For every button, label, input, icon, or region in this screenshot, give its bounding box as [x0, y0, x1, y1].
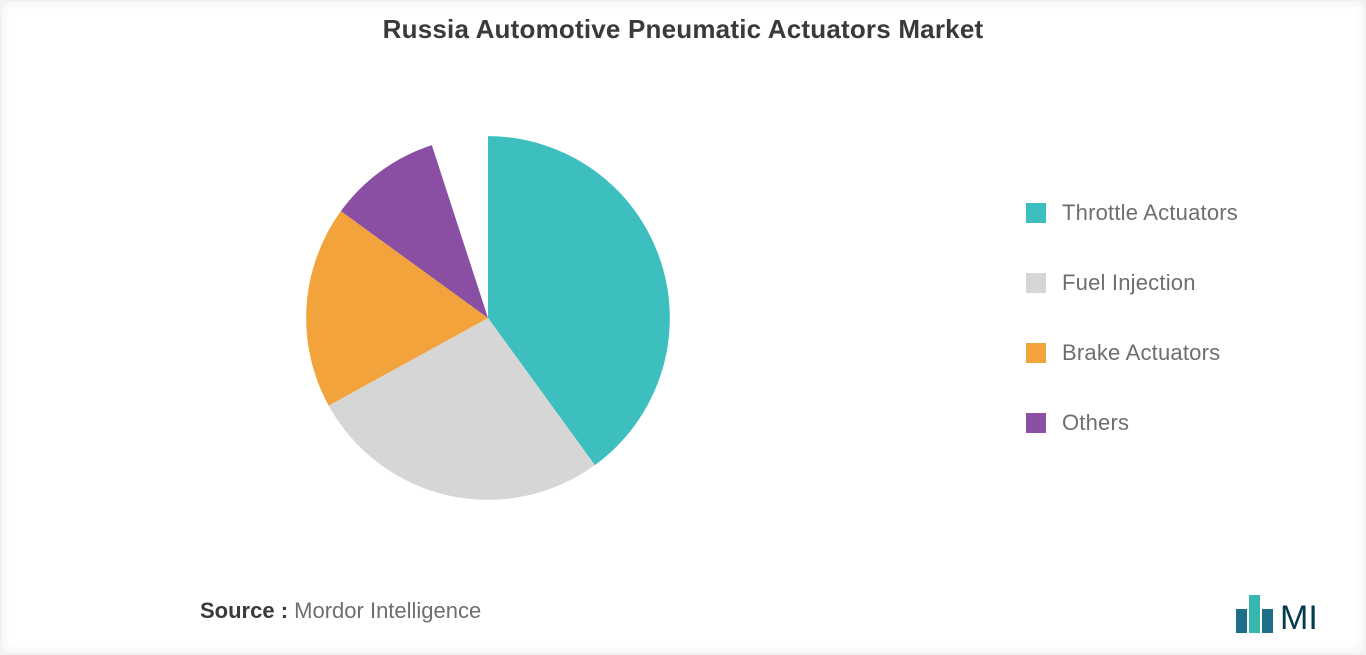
source-attribution: Source : Mordor Intelligence	[200, 598, 481, 624]
legend-label: Others	[1062, 410, 1129, 436]
pie-chart	[288, 118, 688, 518]
legend-swatch	[1026, 413, 1046, 433]
legend-label: Fuel Injection	[1062, 270, 1196, 296]
brand-logo-svg: MI	[1236, 585, 1326, 637]
legend-item: Brake Actuators	[1026, 340, 1306, 366]
brand-logo: MI	[1236, 585, 1326, 637]
legend-label: Brake Actuators	[1062, 340, 1220, 366]
legend-swatch	[1026, 343, 1046, 363]
source-value: Mordor Intelligence	[294, 598, 481, 623]
legend-item: Others	[1026, 410, 1306, 436]
logo-text: MI	[1280, 599, 1318, 637]
footer: Source : Mordor Intelligence MI	[0, 585, 1366, 637]
legend-swatch	[1026, 273, 1046, 293]
legend-item: Fuel Injection	[1026, 270, 1306, 296]
legend-label: Throttle Actuators	[1062, 200, 1238, 226]
logo-bars-icon	[1236, 595, 1273, 633]
legend-swatch	[1026, 203, 1046, 223]
pie-container	[0, 118, 1006, 518]
source-label: Source :	[200, 598, 288, 623]
chart-area: Throttle Actuators Fuel Injection Brake Ac…	[0, 70, 1366, 565]
chart-title: Russia Automotive Pneumatic Actuators Ma…	[0, 0, 1366, 45]
legend: Throttle Actuators Fuel Injection Brake Ac…	[1006, 200, 1366, 436]
legend-item: Throttle Actuators	[1026, 200, 1306, 226]
